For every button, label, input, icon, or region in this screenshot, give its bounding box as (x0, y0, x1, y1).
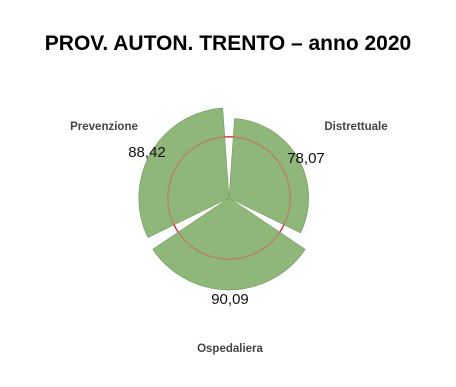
bar-ospedaliera (152, 197, 306, 291)
threshold-layer (167, 136, 291, 260)
threshold-gap-2 (173, 224, 179, 233)
bars-layer (138, 107, 309, 291)
threshold-arc-ospedaliera (177, 231, 281, 260)
category-label-distrettuale: Distrettuale (324, 121, 387, 133)
threshold-gap-1 (279, 224, 285, 233)
value-label-prevenzione: 88,42 (128, 144, 166, 161)
bar-distrettuale (228, 118, 309, 234)
category-label-prevenzione: Prevenzione (70, 121, 138, 133)
threshold-arc-distrettuale (233, 136, 291, 226)
value-label-distrettuale: 78,07 (287, 150, 325, 167)
threshold-arc-prevenzione (167, 136, 225, 226)
category-label-ospedaliera: Ospedaliera (197, 343, 263, 355)
chart-title: PROV. AUTON. TRENTO – anno 2020 (45, 32, 411, 55)
value-label-ospedaliera: 90,09 (211, 291, 249, 308)
